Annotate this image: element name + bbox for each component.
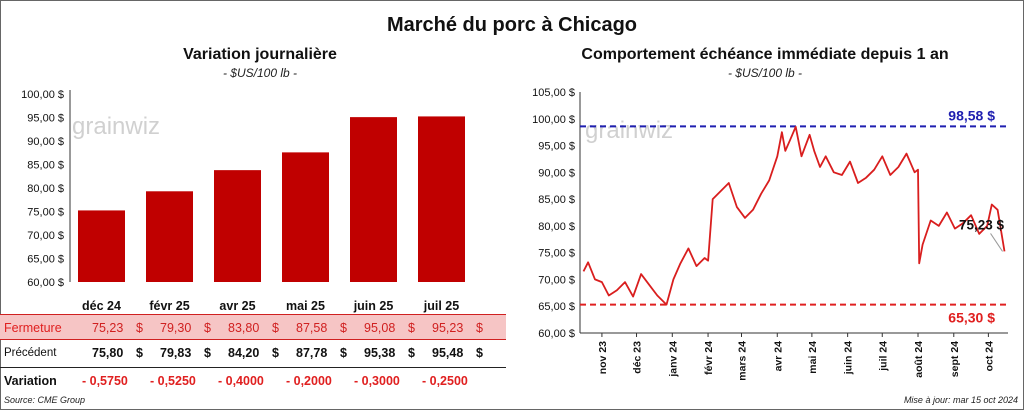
- y-tick-label: 70,00 $: [538, 274, 575, 286]
- right-chart-title: Comportement échéance immédiate depuis 1…: [581, 46, 949, 63]
- close-value-currency: $: [408, 321, 415, 335]
- change-value: - 0,2500: [422, 374, 468, 388]
- previous-value: 79,83: [160, 346, 192, 360]
- previous-value: 95,48: [432, 346, 464, 360]
- y-tick-label: 95,00 $: [27, 113, 64, 125]
- x-tick-label: août 24: [913, 341, 925, 378]
- close-value: 87,58: [296, 321, 328, 335]
- left-chart-subtitle: - $US/100 lb -: [222, 66, 298, 80]
- close-value-currency: $: [476, 321, 483, 335]
- close-value-currency: $: [340, 321, 347, 335]
- last-value-label: 75,23 $: [959, 217, 1005, 232]
- previous-value-currency: $: [408, 346, 415, 360]
- previous-value-currency: $: [204, 346, 211, 360]
- line-chart: grainwiz 105,00 $ 100,00 $ 95,00 $ 90,00 $ 85…: [532, 87, 1008, 381]
- previous-value-currency: $: [476, 346, 483, 360]
- left-chart-title: Variation journalière: [183, 46, 337, 63]
- close-row-label: Fermeture: [4, 321, 62, 335]
- close-value-currency: $: [136, 321, 143, 335]
- bar-4: [282, 152, 329, 282]
- y-tick-label: 90,00 $: [538, 167, 575, 179]
- change-value: - 0,5750: [82, 374, 128, 388]
- change-value: - 0,5250: [150, 374, 196, 388]
- min-label: 65,30 $: [948, 310, 995, 326]
- x-tick-label: juil 24: [877, 341, 889, 372]
- close-value-currency: $: [204, 321, 211, 335]
- close-value: 95,08: [364, 321, 396, 335]
- previous-value-currency: $: [272, 346, 279, 360]
- price-line: [582, 125, 1006, 306]
- right-chart-subtitle: - $US/100 lb -: [727, 66, 803, 80]
- x-tick-label: oct 24: [983, 341, 995, 372]
- max-label: 98,58 $: [948, 107, 995, 123]
- x-tick-label: févr 25: [149, 299, 189, 313]
- bar-chart: grainwiz 100,00 $ 95,00 $ 90,00 $ 85,00 $ 80,…: [21, 89, 465, 313]
- y-tick-label: 85,00 $: [27, 160, 64, 172]
- previous-value: 95,38: [364, 346, 396, 360]
- x-tick-label: mars 24: [737, 341, 749, 381]
- previous-value-currency: $: [136, 346, 143, 360]
- change-value: - 0,4000: [218, 374, 264, 388]
- change-row-label: Variation: [4, 374, 57, 388]
- last-value-leader: [990, 233, 1003, 252]
- previous-row: Précédent 75,80 $79,83 $84,20 $87,78 $95,38 $…: [0, 340, 506, 366]
- y-tick-label: 65,00 $: [27, 254, 64, 266]
- watermark-text: grainwiz: [585, 117, 673, 144]
- x-tick-label: mai 25: [286, 299, 325, 313]
- y-tick-label: 105,00 $: [532, 87, 575, 99]
- y-tick-label: 60,00 $: [538, 328, 575, 340]
- y-tick-label: 90,00 $: [27, 136, 64, 148]
- bar-3: [214, 170, 261, 282]
- close-value: 83,80: [228, 321, 260, 335]
- y-tick-label: 70,00 $: [27, 230, 64, 242]
- close-value-currency: $: [272, 321, 279, 335]
- y-tick-label: 80,00 $: [27, 183, 64, 195]
- x-tick-label: nov 23: [597, 341, 609, 374]
- x-tick-label: janv 24: [667, 341, 679, 378]
- change-value: - 0,3000: [354, 374, 400, 388]
- x-tick-label: juin 24: [843, 341, 855, 375]
- watermark-text: grainwiz: [72, 113, 160, 140]
- change-value: - 0,2000: [286, 374, 332, 388]
- x-tick-label: juil 25: [423, 299, 459, 313]
- previous-row-label: Précédent: [4, 347, 57, 359]
- y-tick-label: 75,00 $: [27, 207, 64, 219]
- bar-1: [78, 210, 125, 282]
- bar-6: [418, 116, 465, 282]
- source-note: Source: CME Group: [4, 395, 86, 405]
- previous-value-currency: $: [340, 346, 347, 360]
- previous-value: 75,80: [92, 346, 124, 360]
- y-tick-label: 65,00 $: [538, 301, 575, 313]
- main-title: Marché du porc à Chicago: [386, 14, 638, 36]
- y-tick-label: 100,00 $: [21, 89, 64, 101]
- x-tick-label: févr 24: [703, 341, 715, 375]
- y-tick-label: 85,00 $: [538, 194, 575, 206]
- y-tick-label: 60,00 $: [27, 277, 64, 289]
- close-value: 79,30: [160, 321, 192, 335]
- y-tick-label: 95,00 $: [538, 141, 575, 153]
- change-row: Variation - 0,5750 - 0,5250 - 0,4000 - 0,20…: [0, 367, 506, 394]
- bar-2: [146, 191, 193, 282]
- update-note: Mise à jour: mar 15 oct 2024: [903, 395, 1018, 405]
- previous-value: 87,78: [296, 346, 328, 360]
- x-tick-label: déc 24: [82, 299, 121, 313]
- x-tick-label: avr 24: [772, 341, 784, 372]
- x-tick-label: mai 24: [807, 341, 819, 374]
- x-tick-label: juin 25: [353, 299, 394, 313]
- bar-5: [350, 117, 397, 283]
- y-tick-label: 100,00 $: [532, 114, 575, 126]
- close-value: 75,23: [92, 321, 124, 335]
- x-tick-label: sept 24: [949, 341, 961, 377]
- x-tick-label: avr 25: [219, 299, 255, 313]
- x-tick-label: déc 23: [632, 341, 644, 374]
- y-tick-label: 80,00 $: [538, 221, 575, 233]
- close-row: Fermeture 75,23 $79,30 $83,80 $87,58 $95,08 $…: [0, 314, 506, 340]
- close-value: 95,23: [432, 321, 464, 335]
- previous-value: 84,20: [228, 346, 260, 360]
- y-tick-label: 75,00 $: [538, 248, 575, 260]
